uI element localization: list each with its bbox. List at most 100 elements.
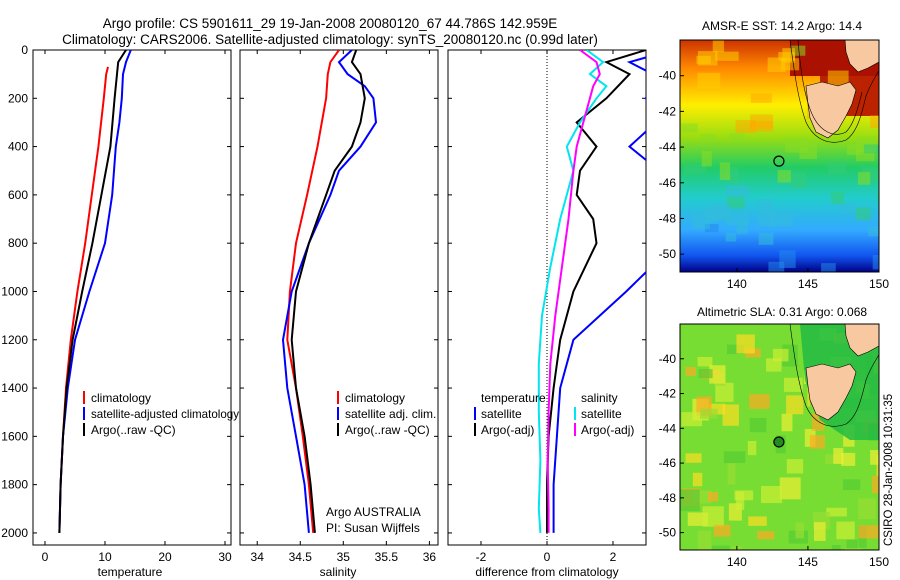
sst-texture-cell [790, 171, 807, 188]
sla-texture-cell [786, 459, 804, 474]
series-line-salinity-1 [281, 50, 378, 533]
diff-legend-salinity: salinity [581, 391, 618, 405]
sla-texture-cell [697, 530, 712, 550]
xtick-label: 0 [42, 550, 49, 564]
sla-bathymetry-contour-1 [789, 324, 879, 427]
map-xtick-label: 150 [869, 555, 889, 569]
sla-texture-cell [749, 417, 767, 433]
ytick-label: 200 [8, 91, 28, 105]
sst-map-frame [679, 39, 880, 273]
sst-texture-cell [790, 45, 806, 56]
sla-texture-cell [786, 395, 804, 415]
figure-title-line2: Climatology: CARS2006. Satellite-adjuste… [62, 32, 598, 47]
sst-map [680, 40, 879, 272]
sst-texture-cell [696, 55, 711, 65]
sla-texture-cell [709, 365, 726, 384]
diff-legend-temperature: temperature [481, 391, 546, 405]
temp-legend-argo: Argo(..raw -QC) [91, 423, 176, 437]
sla-texture-cell [722, 404, 739, 426]
sst-texture-cell [725, 232, 737, 242]
sla-texture-cell [735, 491, 745, 510]
sal-legend-satellite: satellite adj. clim. [345, 407, 436, 421]
ytick-label: 400 [8, 140, 28, 154]
map-xtick-label: 145 [798, 555, 818, 569]
sla-argo-marker [773, 436, 785, 448]
sst-texture-cell [729, 133, 745, 142]
sla-texture-cell [681, 412, 703, 427]
xtick-label: 30 [218, 550, 232, 564]
argo-credit-line2: PI: Susan Wijffels [326, 521, 420, 535]
ytick-label: 1400 [1, 381, 28, 395]
sst-texture-cell [767, 57, 786, 73]
temp-legend-satellite: satellite-adjusted climatology [91, 407, 239, 421]
sla-texture-cell [761, 485, 783, 504]
sla-texture-cell [772, 348, 789, 362]
sst-texture-cell [872, 255, 879, 270]
xtick-label: 0 [544, 550, 551, 564]
series-line-difference-2 [537, 50, 608, 533]
sla-texture-cell [723, 451, 746, 464]
difference-xlabel: difference from climatology [475, 565, 618, 579]
sla-texture-cell [698, 369, 713, 379]
map-ytick-label: -46 [659, 176, 677, 190]
xtick-label: 36 [423, 550, 437, 564]
xtick-label: 10 [98, 550, 112, 564]
sla-texture-cell [870, 450, 879, 465]
temp-legend-climatology: climatology [91, 391, 151, 405]
sla-texture-cell [713, 524, 731, 537]
sla-texture-cell [697, 356, 713, 367]
sla-texture-cell [727, 462, 736, 485]
sla-texture-cell [795, 522, 805, 539]
difference-legend: temperature satellite Argo(-adj) salinit… [474, 391, 634, 437]
xtick-label: 34 [251, 550, 265, 564]
temperature-panel [32, 49, 232, 546]
map-ytick-label: -48 [659, 211, 677, 225]
sst-texture-cell [719, 162, 731, 181]
ytick-label: 1200 [1, 333, 28, 347]
salinity-legend: climatology satellite adj. clim. Argo(..… [337, 391, 436, 437]
ytick-label: 1600 [1, 429, 28, 443]
series-line-temperature-2 [58, 50, 127, 533]
sst-texture-cell [701, 150, 712, 167]
xtick-label: 2 [610, 550, 617, 564]
sla-texture-cell [846, 539, 858, 549]
temperature-legend: climatology satellite-adjusted climatolo… [83, 391, 239, 437]
sla-texture-cell [858, 498, 877, 520]
diff-legend-temp-argo: Argo(-adj) [481, 423, 534, 437]
sst-texture-cell [758, 199, 773, 217]
sla-texture-cell [700, 408, 718, 419]
ytick-label: 600 [8, 188, 28, 202]
sst-texture-cell [779, 250, 796, 268]
salinity-xlabel: salinity [320, 565, 357, 579]
map-ytick-label: -48 [659, 491, 677, 505]
sla-texture-cell [809, 435, 825, 449]
sla-texture-cell [831, 545, 841, 550]
sst-argo-marker [773, 155, 785, 167]
sla-texture-cell [692, 472, 703, 487]
sst-texture-cell [769, 211, 793, 227]
sla-texture-cell [766, 358, 782, 372]
sst-texture-cell [777, 170, 792, 183]
figure-title-line1: Argo profile: CS 5901611_29 19-Jan-2008 … [103, 16, 558, 31]
sst-texture-cell [704, 224, 719, 233]
series-line-difference-1 [546, 50, 646, 533]
sla-texture-cell [747, 440, 757, 456]
diff-legend-sal-argo: Argo(-adj) [581, 423, 634, 437]
sst-texture-cell [870, 115, 879, 128]
temperature-xlabel: temperature [98, 565, 163, 579]
series-line-salinity-0 [286, 50, 340, 533]
sla-texture-cell [749, 394, 770, 409]
sst-texture-cell [846, 144, 861, 155]
sla-texture-cell [844, 548, 861, 550]
sst-texture-cell [706, 207, 731, 219]
sst-texture-cell [877, 192, 879, 203]
diff-legend-sal-satellite: satellite [581, 407, 622, 421]
sla-texture-cell [736, 334, 755, 354]
sla-texture-cell [779, 477, 801, 500]
map-ytick-label: -40 [659, 69, 677, 83]
salinity-panel [239, 49, 439, 546]
sla-map [680, 324, 879, 550]
sla-texture-cell [685, 453, 702, 463]
sst-land-mainland [844, 40, 879, 73]
